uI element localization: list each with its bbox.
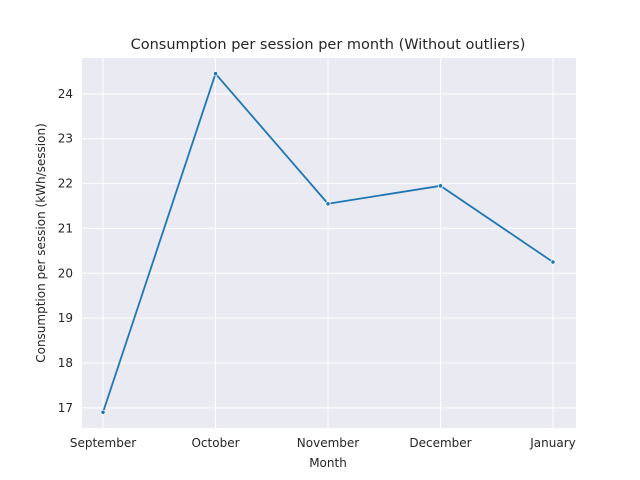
chart-title: Consumption per session per month (Witho… bbox=[131, 37, 526, 53]
x-tick-label: January bbox=[529, 436, 576, 450]
series-layer bbox=[100, 71, 556, 415]
y-tick-label: 17 bbox=[58, 401, 73, 415]
x-tick-label: November bbox=[297, 436, 359, 450]
data-point bbox=[212, 71, 219, 77]
y-tick-label: 20 bbox=[58, 266, 73, 280]
y-tick-label: 23 bbox=[58, 132, 73, 146]
x-axis-label: Month bbox=[309, 456, 347, 470]
x-tick-label: September bbox=[70, 436, 136, 450]
data-point bbox=[325, 201, 331, 207]
y-tick-label: 19 bbox=[58, 311, 73, 325]
y-axis-label: Consumption per session (kWh/session) bbox=[34, 123, 48, 363]
data-point bbox=[100, 409, 106, 415]
data-point bbox=[437, 183, 444, 189]
y-tick-label: 24 bbox=[58, 87, 73, 101]
y-tick-label: 18 bbox=[58, 356, 73, 370]
y-tick-label: 21 bbox=[58, 221, 73, 235]
y-tick-label: 22 bbox=[58, 177, 73, 191]
tick-labels: September October November December January 1… bbox=[58, 87, 576, 450]
x-tick-label: October bbox=[191, 436, 239, 450]
data-point bbox=[550, 259, 556, 265]
x-tick-label: December bbox=[409, 436, 471, 450]
grid-lines bbox=[82, 58, 576, 428]
plot-area bbox=[82, 58, 576, 428]
